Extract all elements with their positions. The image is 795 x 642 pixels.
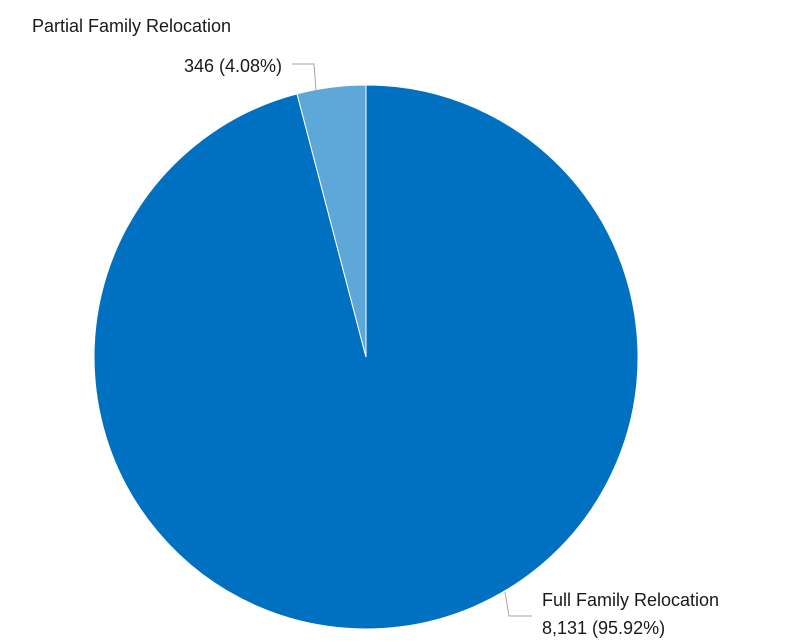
slice-label-value-full-family-relocation: 8,131 (95.92%) (542, 618, 665, 638)
pie-slice-partial-family-relocation (296, 84, 367, 358)
pie-slices (93, 84, 639, 630)
slice-label-value-partial-family-relocation: 346 (4.08%) (184, 56, 282, 76)
leader-line-full-family-relocation (504, 591, 532, 617)
leader-line-partial-family-relocation (292, 63, 317, 91)
slice-label-name-full-family-relocation: Full Family Relocation (542, 590, 719, 610)
slice-label-name-partial-family-relocation: Partial Family Relocation (32, 16, 231, 36)
